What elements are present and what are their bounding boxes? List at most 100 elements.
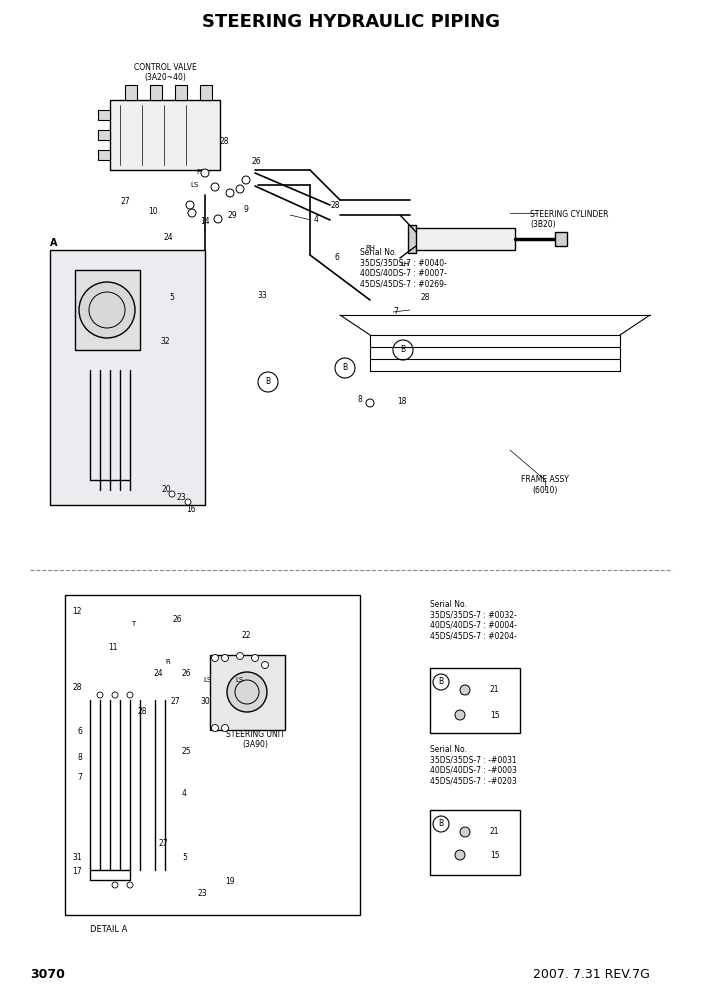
Text: 5: 5	[182, 853, 187, 862]
Text: 8: 8	[77, 753, 82, 762]
Text: Serial No.
35DS/35DS-7 : #0040-
40DS/40DS-7 : #0007-
45DS/45DS-7 : #0269-: Serial No. 35DS/35DS-7 : #0040- 40DS/40D…	[360, 248, 447, 289]
Text: 23: 23	[198, 889, 208, 898]
Circle shape	[188, 209, 196, 217]
Circle shape	[242, 176, 250, 184]
Circle shape	[460, 685, 470, 695]
Text: 4: 4	[314, 215, 319, 224]
Circle shape	[455, 710, 465, 720]
Circle shape	[112, 882, 118, 888]
Circle shape	[211, 183, 219, 191]
Circle shape	[222, 655, 228, 662]
Bar	[110, 100, 220, 170]
Bar	[98, 150, 110, 160]
Circle shape	[201, 169, 209, 177]
Circle shape	[455, 850, 465, 860]
Text: B: B	[265, 378, 270, 387]
Text: B: B	[439, 678, 444, 686]
Bar	[98, 130, 110, 140]
Circle shape	[186, 201, 194, 209]
Text: 11: 11	[109, 644, 118, 653]
Text: 9: 9	[244, 205, 249, 214]
Circle shape	[366, 399, 374, 407]
Circle shape	[127, 692, 133, 698]
Text: 6: 6	[335, 253, 340, 262]
Bar	[210, 655, 285, 730]
Text: STEERING UNIT
(3A90): STEERING UNIT (3A90)	[225, 730, 284, 749]
Text: 24: 24	[164, 233, 173, 242]
Text: R: R	[165, 659, 170, 665]
Text: LS: LS	[203, 677, 211, 683]
Text: 33: 33	[257, 291, 267, 300]
Bar	[415, 228, 515, 250]
Circle shape	[185, 499, 191, 505]
Text: 27: 27	[120, 197, 130, 206]
Text: 32: 32	[160, 337, 170, 346]
Text: B: B	[439, 819, 444, 828]
Circle shape	[227, 672, 267, 712]
Text: LS: LS	[235, 677, 244, 683]
Text: LS: LS	[190, 182, 198, 188]
Bar	[50, 250, 205, 505]
Text: 31: 31	[72, 852, 82, 861]
Text: RH: RH	[365, 245, 375, 251]
Text: 16: 16	[186, 506, 196, 515]
Text: 7: 7	[77, 773, 82, 782]
Text: STEERING CYLINDER
(3B20): STEERING CYLINDER (3B20)	[530, 210, 609, 229]
Text: 27: 27	[159, 838, 168, 847]
Text: CONTROL VALVE
(3A20~40): CONTROL VALVE (3A20~40)	[133, 62, 197, 82]
Text: 26: 26	[182, 670, 192, 679]
Bar	[98, 110, 110, 120]
Text: 25: 25	[182, 748, 192, 757]
Text: 10: 10	[148, 207, 158, 216]
Circle shape	[211, 655, 218, 662]
Text: 28: 28	[420, 294, 430, 303]
Text: 26: 26	[173, 615, 182, 625]
Bar	[430, 810, 520, 875]
Text: 22: 22	[242, 631, 251, 640]
Bar	[555, 232, 567, 246]
Text: 3070: 3070	[30, 967, 65, 980]
Circle shape	[211, 724, 218, 731]
Text: Serial No.
35DS/35DS-7 : #0032-
40DS/40DS-7 : #0004-
45DS/45DS-7 : #0204-: Serial No. 35DS/35DS-7 : #0032- 40DS/40D…	[430, 600, 517, 640]
Text: 6: 6	[77, 727, 82, 736]
Bar	[125, 85, 137, 100]
Text: 28: 28	[72, 682, 82, 691]
Circle shape	[222, 724, 228, 731]
Text: 23: 23	[177, 492, 187, 502]
Circle shape	[251, 655, 258, 662]
Circle shape	[169, 491, 175, 497]
Text: B: B	[400, 345, 406, 354]
Bar	[408, 225, 416, 253]
Circle shape	[236, 185, 244, 193]
Text: STEERING HYDRAULIC PIPING: STEERING HYDRAULIC PIPING	[202, 13, 500, 31]
Text: 19: 19	[225, 878, 234, 887]
Text: T: T	[131, 621, 135, 627]
Text: 21: 21	[490, 827, 500, 836]
Text: 30: 30	[200, 697, 210, 706]
Text: 29: 29	[228, 210, 237, 219]
Circle shape	[127, 882, 133, 888]
Text: PS: PS	[196, 169, 204, 175]
Text: A: A	[50, 238, 58, 248]
Text: 12: 12	[72, 607, 82, 616]
Bar	[430, 668, 520, 733]
Text: 21: 21	[490, 685, 500, 694]
Text: 28: 28	[220, 138, 230, 147]
Text: 15: 15	[490, 850, 500, 859]
Circle shape	[262, 662, 268, 669]
Text: 24: 24	[153, 670, 163, 679]
Text: 28: 28	[138, 707, 147, 716]
Bar	[175, 85, 187, 100]
Bar	[75, 270, 140, 350]
Text: FRAME ASSY
(6010): FRAME ASSY (6010)	[521, 475, 569, 495]
Text: DETAIL A: DETAIL A	[90, 925, 127, 934]
Circle shape	[214, 215, 222, 223]
Text: 2007. 7.31 REV.7G: 2007. 7.31 REV.7G	[533, 967, 650, 980]
Bar	[150, 85, 162, 100]
Text: 5: 5	[169, 294, 174, 303]
Text: 20: 20	[162, 485, 171, 494]
Text: LH: LH	[400, 261, 409, 267]
Circle shape	[460, 827, 470, 837]
Circle shape	[226, 189, 234, 197]
Text: 26: 26	[252, 158, 262, 167]
